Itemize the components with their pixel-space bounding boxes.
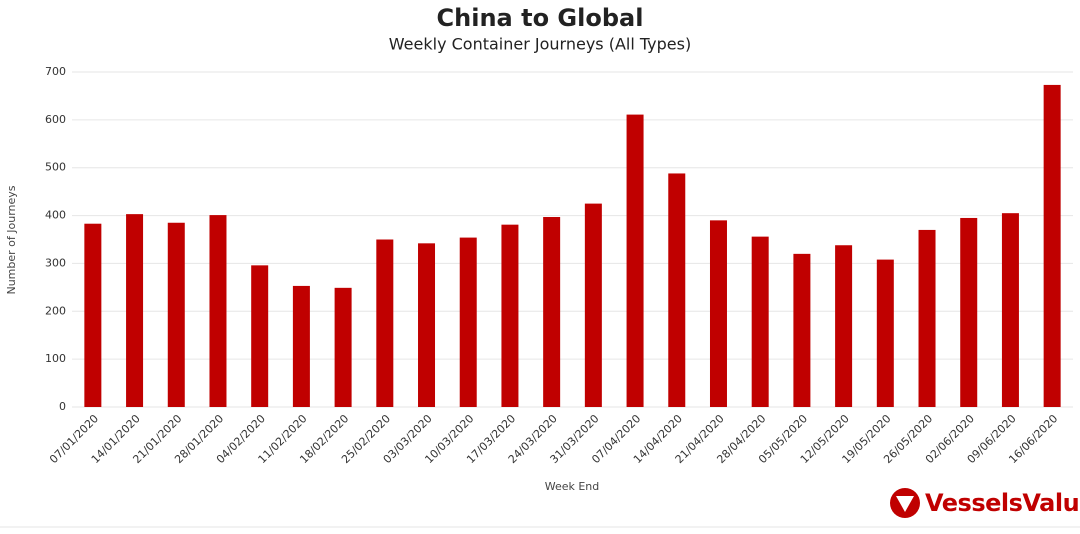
chart-subtitle: Weekly Container Journeys (All Types) — [389, 35, 691, 54]
bar — [626, 114, 644, 407]
bar — [501, 224, 519, 407]
y-tick-label: 0 — [59, 400, 66, 413]
bar — [751, 236, 769, 407]
bar — [84, 223, 102, 407]
bar — [459, 237, 477, 407]
bar — [709, 220, 727, 407]
y-axis-title: Number of Journeys — [5, 185, 18, 294]
bar — [167, 222, 185, 407]
y-tick-label: 400 — [45, 209, 66, 222]
bar — [126, 214, 144, 407]
bar — [584, 203, 602, 407]
bar — [376, 239, 394, 407]
logo-text: VesselsValue — [925, 489, 1080, 517]
y-tick-label: 700 — [45, 65, 66, 78]
bar — [334, 287, 352, 407]
chart-title: China to Global — [437, 4, 644, 32]
bar — [876, 259, 894, 407]
bar — [292, 285, 310, 407]
y-tick-label: 600 — [45, 113, 66, 126]
bar — [418, 243, 436, 407]
bar — [835, 245, 853, 407]
bar — [918, 229, 936, 407]
y-tick-label: 300 — [45, 256, 66, 269]
y-tick-label: 500 — [45, 161, 66, 174]
bar — [793, 253, 811, 407]
bar — [543, 217, 561, 407]
bar — [668, 173, 686, 407]
bar — [251, 265, 269, 407]
y-tick-label: 100 — [45, 352, 66, 365]
bar — [1043, 84, 1061, 408]
bar — [1001, 213, 1019, 407]
logo: VesselsValue — [890, 488, 1080, 518]
bar — [209, 215, 227, 407]
logo-icon-mark — [896, 496, 914, 512]
y-tick-label: 200 — [45, 304, 66, 317]
bar — [960, 217, 978, 407]
x-axis-title: Week End — [545, 480, 600, 493]
